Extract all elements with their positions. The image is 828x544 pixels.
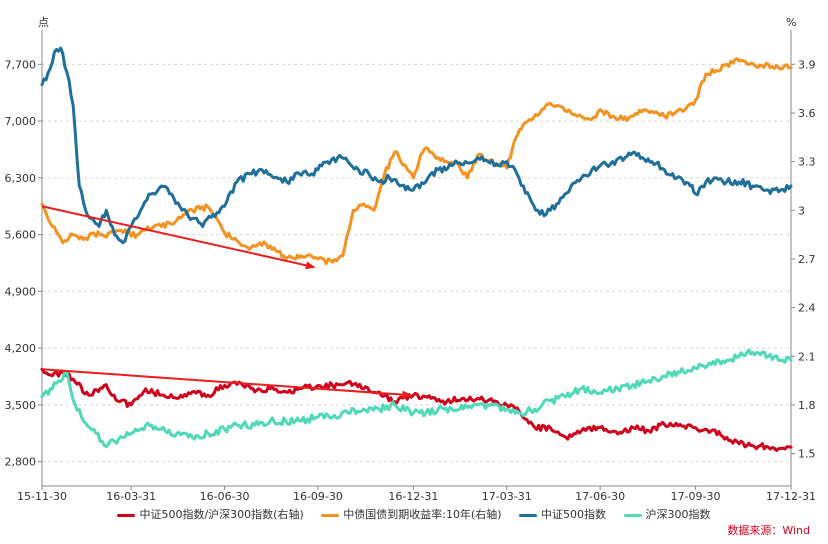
trend-arrow	[41, 205, 316, 270]
x-tick-label: 17-12-31	[766, 490, 816, 503]
left-tick-label: 2,800	[5, 456, 37, 469]
left-tick-label: 7,700	[5, 58, 37, 71]
x-tick-label: 16-12-31	[388, 490, 438, 503]
left-tick-label: 5,600	[5, 229, 37, 242]
left-tick-label: 7,000	[5, 115, 37, 128]
series-line	[40, 348, 793, 448]
right-tick-label: 3	[798, 204, 805, 217]
x-tick-label: 17-06-30	[575, 490, 625, 503]
x-tick-label: 17-03-31	[482, 490, 532, 503]
legend-label: 中证500指数	[541, 508, 607, 521]
legend-swatch	[117, 513, 136, 517]
x-tick-label: 15-11-30	[17, 490, 67, 503]
legend-item: 沪深300指数	[623, 506, 711, 522]
right-tick-label: 2.1	[798, 350, 816, 363]
series-line	[40, 367, 793, 452]
right-tick-label: 2.4	[798, 302, 816, 315]
trend-arrow	[41, 368, 413, 399]
trend-arrows	[41, 205, 413, 399]
legend-swatch	[321, 513, 340, 517]
data-source: 数据来源：Wind	[727, 524, 810, 537]
legend-item: 中证500指数	[519, 506, 606, 522]
series-line	[40, 57, 793, 266]
legend: 中证500指数/沪深300指数(右轴) 中债国债到期收益率:10年(右轴) 中证…	[0, 506, 828, 522]
legend-swatch	[623, 513, 642, 517]
axes: 点 % 2,800 3,500 4,200 4,900 5,600 6,300 7,000 7…	[5, 16, 816, 503]
right-tick-label: 1.8	[798, 399, 816, 412]
right-tick-label: 1.5	[798, 448, 816, 461]
legend-swatch	[519, 513, 538, 517]
x-tick-label: 16-09-30	[293, 490, 343, 503]
x-tick-label: 17-09-30	[671, 490, 721, 503]
right-tick-label: 3.3	[798, 156, 816, 169]
left-tick-label: 6,300	[5, 172, 37, 185]
right-tick-label: 3.6	[798, 107, 816, 120]
left-tick-label: 3,500	[5, 399, 37, 412]
legend-label: 中债国债到期收益率:10年(右轴)	[343, 508, 502, 521]
x-tick-label: 16-06-30	[200, 490, 250, 503]
right-tick-label: 3.9	[798, 58, 816, 71]
right-axis-unit: %	[786, 16, 796, 29]
series-lines	[40, 46, 793, 452]
grid	[42, 63, 791, 463]
left-tick-label: 4,900	[5, 285, 37, 298]
legend-item: 中债国债到期收益率:10年(右轴)	[321, 506, 502, 522]
x-tick-label: 16-03-31	[106, 490, 156, 503]
series-line	[40, 46, 793, 245]
left-tick-label: 4,200	[5, 342, 37, 355]
legend-label: 中证500指数/沪深300指数(右轴)	[139, 508, 304, 521]
legend-label: 沪深300指数	[645, 508, 711, 521]
left-axis-unit: 点	[38, 16, 49, 29]
legend-item: 中证500指数/沪深300指数(右轴)	[117, 506, 304, 522]
right-tick-label: 2.7	[798, 253, 816, 266]
